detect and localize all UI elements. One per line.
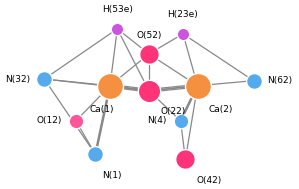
Point (251, 79, 256, 82)
Point (147, 52, 151, 55)
Text: N(4): N(4) (147, 116, 167, 125)
Point (42, 77, 47, 81)
Text: O(22): O(22) (160, 107, 185, 116)
Text: O(42): O(42) (196, 176, 222, 185)
Text: H(23e): H(23e) (168, 10, 198, 19)
Text: O(12): O(12) (37, 116, 62, 125)
Point (181, 32, 185, 35)
Text: O(52): O(52) (136, 31, 162, 40)
Point (115, 27, 120, 30)
Point (147, 89, 151, 92)
Text: Ca(2): Ca(2) (209, 105, 233, 114)
Point (108, 84, 112, 87)
Point (178, 119, 183, 122)
Text: N(62): N(62) (267, 76, 292, 85)
Point (74, 119, 78, 122)
Point (183, 158, 188, 161)
Text: N(1): N(1) (102, 171, 122, 180)
Text: N(32): N(32) (5, 74, 30, 84)
Text: H(53e): H(53e) (102, 5, 133, 14)
Text: Ca(1): Ca(1) (89, 105, 114, 114)
Point (195, 84, 200, 87)
Point (93, 153, 98, 156)
